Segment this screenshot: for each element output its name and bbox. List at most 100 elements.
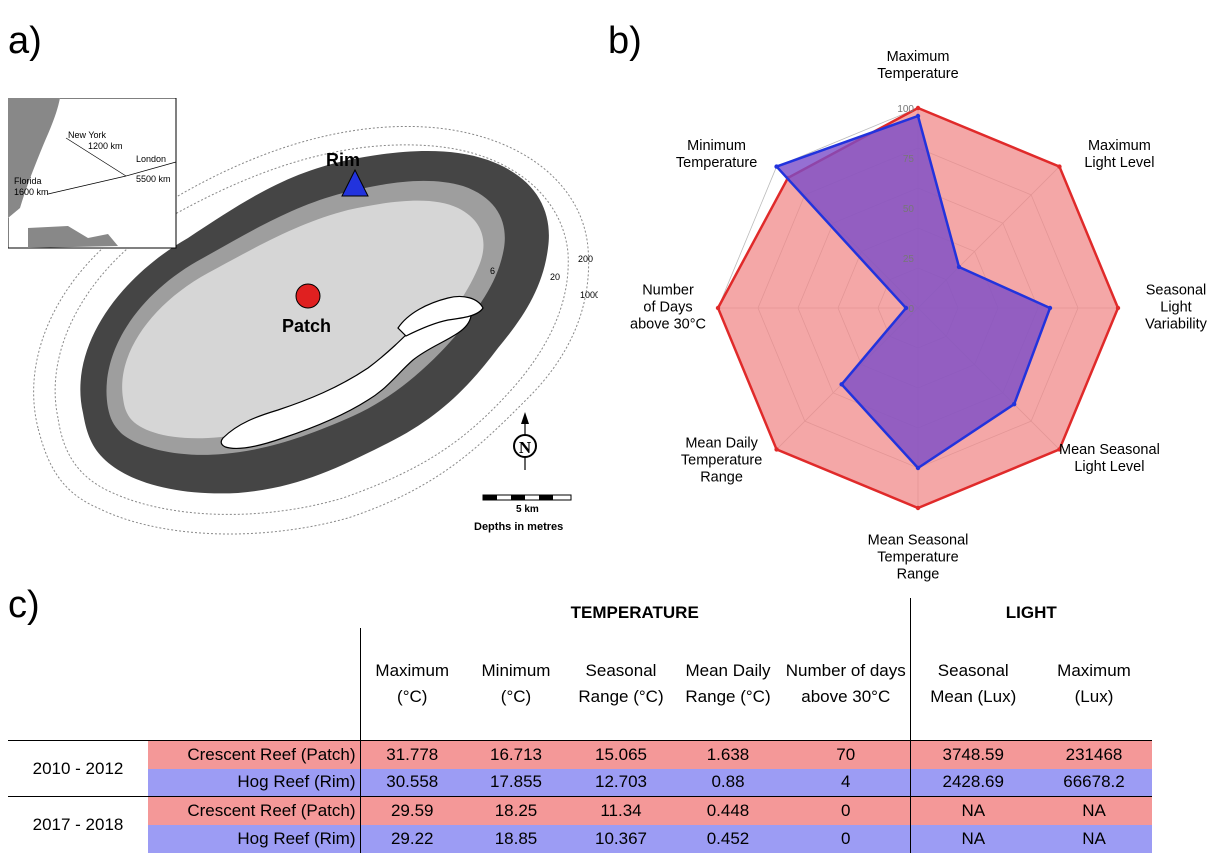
radar-tick-label: 75 bbox=[903, 154, 915, 165]
table-cell: 17.855 bbox=[464, 768, 568, 797]
radar-point bbox=[915, 105, 921, 111]
scale-bar bbox=[482, 494, 572, 501]
radar-tick-label: 0 bbox=[908, 304, 914, 315]
period-label: 2010 - 2012 bbox=[8, 740, 148, 797]
inset-caribbean bbox=[28, 226, 118, 248]
patch-site-marker bbox=[295, 283, 321, 309]
table-cell: 12.703 bbox=[568, 768, 674, 797]
table-cell: 0 bbox=[782, 796, 910, 825]
bermuda-map: New York 1200 km London 5500 km Florida … bbox=[7, 97, 600, 548]
radar-point bbox=[774, 164, 779, 169]
scale-label: 5 km bbox=[516, 504, 539, 515]
radar-point bbox=[1057, 164, 1062, 169]
radar-axis-label-line: Mean Seasonal bbox=[867, 532, 969, 549]
radar-axis-label: Minimum Temperature bbox=[676, 138, 757, 172]
table-cell: 231468 bbox=[1036, 740, 1152, 769]
inset-coastline bbox=[8, 98, 60, 218]
radar-tick-label: 100 bbox=[897, 104, 914, 115]
radar-axis-label-line: Mean Daily bbox=[685, 435, 758, 452]
radar-point bbox=[1011, 401, 1017, 407]
inset-london: London bbox=[136, 154, 166, 164]
table-cell: 0.452 bbox=[674, 824, 782, 853]
depth-label-6: 6 bbox=[490, 266, 495, 276]
table-cell: 2428.69 bbox=[909, 768, 1036, 797]
table-cell: NA bbox=[1036, 824, 1152, 853]
radar-tick-label: 50 bbox=[903, 204, 915, 215]
table-cell: 0.448 bbox=[674, 796, 782, 825]
col-header-max-lux: Maximum (Lux) bbox=[1057, 661, 1131, 706]
radar-axis-label-line: Light Level bbox=[1074, 459, 1145, 476]
site-label: Crescent Reef (Patch) bbox=[148, 796, 361, 825]
radar-axis-label: Seasonal Light Variability bbox=[1145, 283, 1207, 334]
radar-point bbox=[774, 447, 779, 452]
panel-label-b: b) bbox=[608, 20, 642, 62]
bermuda-island bbox=[220, 301, 472, 450]
col-header-days-above-30: Number of days above 30°C bbox=[785, 661, 906, 706]
radar-axis-label-line: Temperature bbox=[680, 452, 763, 469]
table-cell: 16.713 bbox=[464, 740, 568, 769]
radar-axis-label-line: Variability bbox=[1145, 316, 1207, 333]
table-cell: 30.558 bbox=[360, 768, 464, 797]
col-header-seasonal-mean-lux: Seasonal Mean (Lux) bbox=[909, 628, 1036, 741]
radar-axis-label-line: Mean Seasonal bbox=[1059, 442, 1160, 459]
table-cell: 11.34 bbox=[568, 796, 674, 825]
radar-point bbox=[915, 465, 921, 471]
panel-label-c: c) bbox=[8, 584, 40, 626]
radar-axis-label-line: Range bbox=[700, 469, 743, 486]
radar-axis-label-line: Range bbox=[896, 566, 940, 583]
table-cell: 70 bbox=[782, 740, 910, 769]
radar-point bbox=[956, 264, 962, 270]
inset-new-york-dist: 1200 km bbox=[88, 141, 123, 151]
radar-axis-label: Number of Days above 30°C bbox=[630, 283, 706, 334]
table-row: 2017 - 2018 Crescent Reef (Patch) 29.59 18.… bbox=[8, 796, 1152, 853]
summary-table: TEMPERATURE LIGHT Maximum (°C) Minimum (°C… bbox=[8, 598, 1152, 853]
table-cell: 1.638 bbox=[674, 740, 782, 769]
radar-axis-label-line: Seasonal bbox=[1145, 282, 1207, 299]
radar-point bbox=[1057, 447, 1062, 452]
radar-point bbox=[839, 382, 844, 387]
table-row: Hog Reef (Rim) 29.22 18.85 10.367 0.452 0 NA NA bbox=[8, 824, 1152, 853]
period-label: 2017 - 2018 bbox=[8, 796, 148, 853]
depth-caption: Depths in metres bbox=[474, 521, 563, 533]
radar-axis-label: Mean Seasonal Light Level bbox=[1059, 442, 1160, 476]
col-header-daily-range: Mean Daily Range (°C) bbox=[685, 661, 771, 706]
radar-point bbox=[1115, 305, 1121, 311]
inset-frame bbox=[7, 97, 177, 249]
site-label: Crescent Reef (Patch) bbox=[148, 740, 361, 769]
inset-florida: Florida bbox=[14, 176, 42, 186]
radar-ticks: 0 25 50 75 100 bbox=[897, 104, 914, 315]
radar-axis-label-line: Maximum bbox=[886, 49, 950, 65]
radar-point bbox=[903, 305, 909, 311]
island-east bbox=[397, 295, 484, 337]
table-row: Hog Reef (Rim) 30.558 17.855 12.703 0.88 4 242… bbox=[8, 768, 1152, 797]
col-header-min-temp: Minimum (°C) bbox=[481, 661, 551, 706]
inset-london-dist: 5500 km bbox=[136, 174, 171, 184]
radar-axis-label-line: Temperature bbox=[877, 549, 959, 566]
table-cell: 66678.2 bbox=[1036, 768, 1152, 797]
inset-line-london bbox=[125, 161, 177, 177]
inset-line-ny bbox=[65, 137, 127, 177]
radar-series bbox=[715, 105, 1121, 511]
lagoon-zone bbox=[122, 200, 484, 439]
radar-point bbox=[915, 113, 921, 119]
map-svg: New York 1200 km London 5500 km Florida … bbox=[7, 97, 600, 535]
radar-axis-label-line: Light Level bbox=[1084, 154, 1155, 171]
site-label: Hog Reef (Rim) bbox=[148, 768, 361, 797]
panel-label-a: a) bbox=[8, 20, 42, 62]
table-cell: 18.25 bbox=[464, 796, 568, 825]
radar-axis-label: Mean Daily Temperature Range bbox=[681, 436, 762, 487]
table-row: 2010 - 2012 Crescent Reef (Patch) 31.778 16… bbox=[8, 740, 1152, 797]
radar-axis-label-line: Maximum bbox=[1087, 137, 1151, 154]
north-arrow-icon: N bbox=[513, 412, 537, 470]
table-cell: 31.778 bbox=[360, 740, 464, 769]
radar-axis-label: Maximum Temperature bbox=[877, 49, 958, 83]
radar-axis-label: Maximum Light Level bbox=[1084, 138, 1154, 172]
radar-axis-label-line: Light bbox=[1160, 299, 1192, 316]
rim-site-label: Rim bbox=[326, 150, 360, 170]
radar-axis-label-line: Number bbox=[642, 282, 694, 299]
radar-point bbox=[715, 305, 721, 311]
table-cell: 29.22 bbox=[360, 824, 464, 853]
radar-point bbox=[915, 505, 921, 511]
table-cell: 4 bbox=[782, 768, 910, 797]
inset-line-fl bbox=[47, 175, 127, 195]
